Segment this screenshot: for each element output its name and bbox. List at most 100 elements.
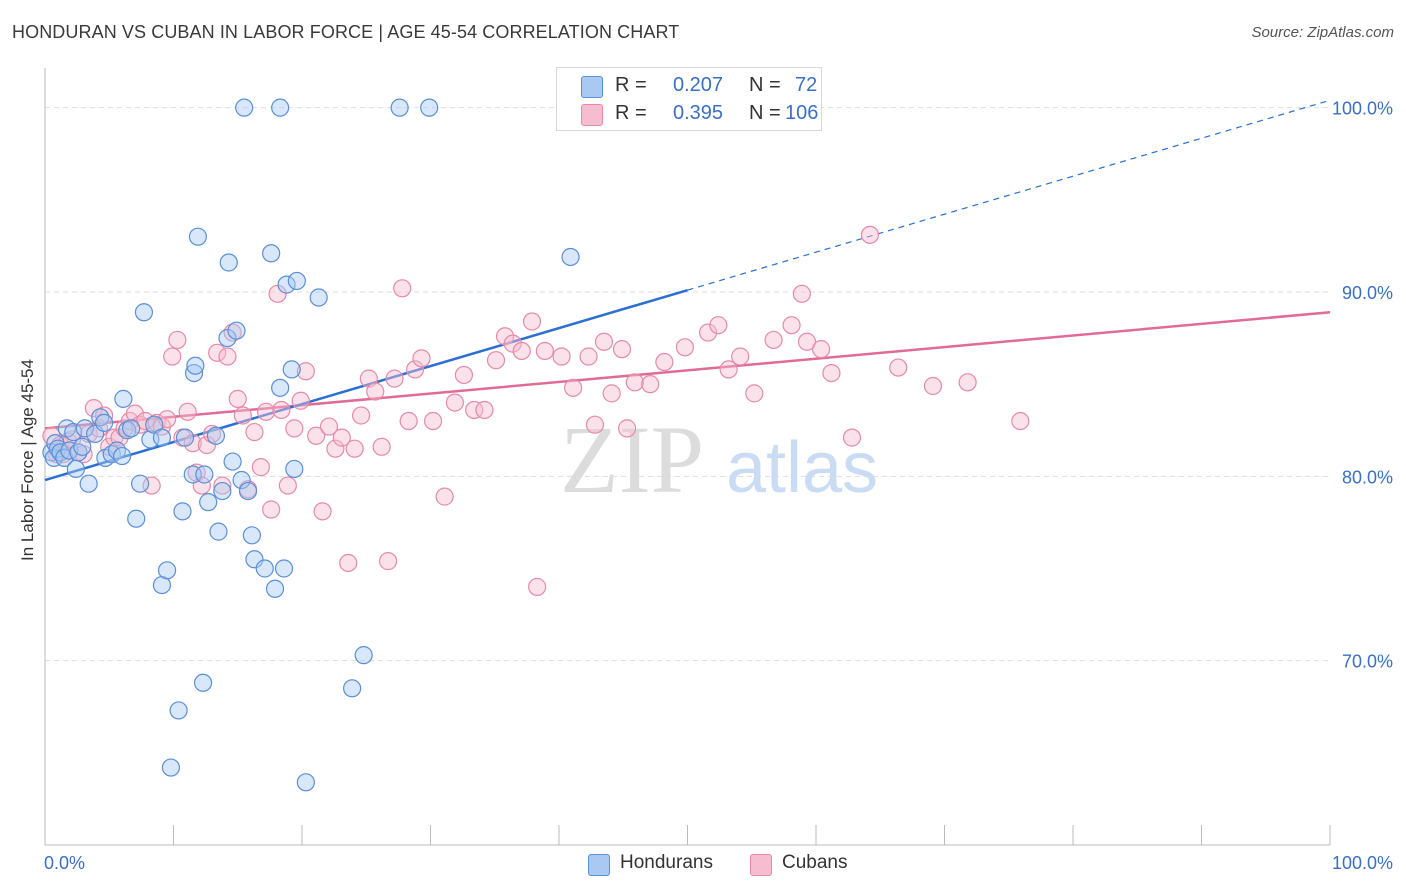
legend-label-cubans: Cubans: [782, 852, 848, 873]
cuban-points: [42, 225, 1030, 597]
y-tick-label: 80.0%: [1342, 467, 1393, 487]
cuban-point: [385, 369, 404, 388]
cuban-point: [228, 389, 247, 409]
honduran-point: [64, 422, 83, 442]
cuban-point: [213, 476, 232, 495]
n-value: 72: [795, 74, 818, 96]
cuban-point: [178, 402, 197, 421]
cuban-point: [272, 400, 291, 420]
cuban-point: [345, 439, 364, 458]
cuban-point: [475, 400, 494, 420]
honduran-point: [287, 271, 306, 291]
honduran-point: [152, 428, 172, 447]
cuban-point: [307, 426, 326, 445]
cuban-point: [372, 437, 391, 456]
r-value: 0.207: [673, 74, 724, 96]
source-label: Source: ZipAtlas.com: [1251, 24, 1394, 41]
cuban-point: [84, 399, 103, 418]
honduran-point: [73, 437, 92, 456]
honduran-points: [42, 98, 580, 792]
cuban-point: [564, 378, 583, 397]
cuban-point: [675, 338, 695, 357]
honduran-point: [127, 509, 146, 528]
honduran-point: [75, 419, 94, 438]
honduran-point: [238, 481, 258, 501]
cuban-point: [923, 376, 943, 396]
cuban-point: [163, 347, 182, 366]
cuban-point: [764, 330, 783, 350]
honduran-point: [561, 247, 580, 267]
cuban-point: [782, 316, 801, 335]
cuban-point: [860, 225, 880, 244]
r-label: R =: [615, 102, 647, 124]
r-label: R =: [615, 74, 647, 96]
honduran-point: [354, 646, 373, 665]
honduran-point: [274, 559, 294, 578]
watermark: ZIP atlas: [560, 406, 878, 513]
cuban-point: [218, 347, 237, 366]
cuban-point: [399, 411, 418, 431]
stats-legend: R = 0.207 N = 72 R = 0.395 N = 106: [556, 67, 822, 131]
honduran-point: [343, 679, 362, 698]
cuban-point: [393, 279, 412, 298]
cuban-point: [291, 391, 310, 410]
cuban-point: [486, 351, 506, 370]
honduran-point: [285, 459, 304, 479]
honduran-point: [255, 559, 274, 578]
cuban-point: [168, 330, 187, 350]
cuban-point: [495, 327, 515, 346]
honduran-point: [227, 321, 246, 340]
honduran-point: [390, 98, 409, 117]
cuban-point: [719, 360, 738, 379]
honduran-point: [209, 522, 228, 541]
axes: [44, 68, 1331, 846]
cuban-point: [1011, 411, 1030, 431]
honduran-point: [271, 98, 290, 117]
cuban-point: [528, 577, 547, 597]
honduran-point: [184, 363, 204, 383]
honduran-point: [282, 360, 301, 379]
honduran-point: [161, 758, 181, 777]
honduran-point: [121, 419, 141, 438]
cuban-point: [296, 362, 315, 381]
cuban-point: [313, 502, 332, 521]
y-tick-label: 90.0%: [1342, 283, 1393, 303]
cuban-point: [602, 384, 621, 403]
cuban-point: [612, 340, 632, 359]
cuban-point: [797, 332, 817, 351]
y-axis-label: In Labor Force | Age 45-54: [18, 359, 37, 561]
cuban-point: [465, 400, 484, 420]
honduran-point: [66, 459, 85, 479]
honduran-point: [265, 579, 285, 598]
cuban-point: [251, 458, 270, 477]
y-tick-label: 70.0%: [1342, 652, 1393, 672]
cuban-point: [709, 316, 728, 335]
chart-title: HONDURAN VS CUBAN IN LABOR FORCE | AGE 4…: [12, 22, 680, 42]
cuban-point: [812, 340, 831, 359]
r-value: 0.395: [673, 102, 724, 124]
cuban-point: [698, 323, 718, 342]
watermark-atlas: atlas: [726, 428, 878, 508]
cuban-point: [136, 411, 155, 431]
cuban-point: [625, 373, 644, 392]
n-label: N =: [749, 102, 781, 124]
honduran-point: [157, 561, 177, 580]
cuban-point: [332, 428, 351, 447]
cuban-point: [378, 552, 398, 571]
honduran-point: [199, 493, 218, 512]
legend-label-hondurans: Hondurans: [620, 852, 713, 873]
honduran-point: [79, 474, 98, 493]
honduran-swatch: [581, 76, 603, 98]
honduran-point: [232, 470, 251, 490]
cuban-point: [326, 439, 345, 458]
cuban-point: [262, 500, 281, 519]
cuban-point: [256, 402, 276, 421]
honduran-point: [245, 550, 264, 569]
grid-lines: [45, 107, 1330, 662]
honduran-point: [169, 701, 188, 720]
cuban-point: [435, 487, 454, 506]
honduran-point: [112, 446, 132, 466]
cuban-point: [535, 341, 554, 361]
honduran-point: [219, 253, 238, 272]
cuban-point: [352, 406, 371, 425]
